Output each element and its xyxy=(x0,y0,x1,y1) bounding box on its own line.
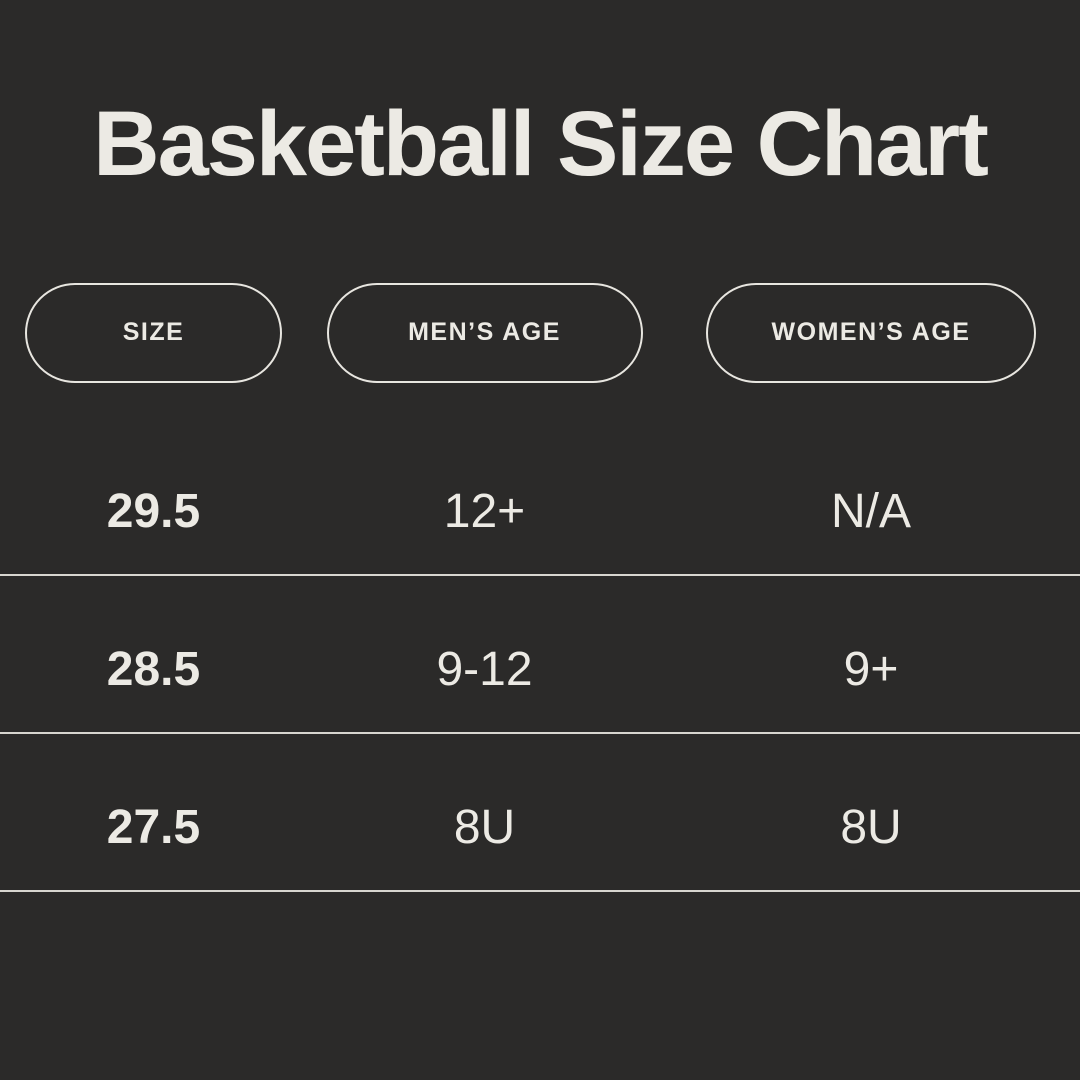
mens-age-value: 9-12 xyxy=(436,643,533,697)
mens-age-value: 12+ xyxy=(443,485,526,539)
womens-age-value: 8U xyxy=(840,801,902,855)
table-row: 28.5 9-12 9+ xyxy=(0,576,1080,734)
table-row: 27.5 8U 8U xyxy=(0,734,1080,892)
size-value: 28.5 xyxy=(106,643,201,697)
mens-age-value: 8U xyxy=(453,801,516,855)
mens-age-header-label: MEN’S AGE xyxy=(408,318,561,347)
womens-age-value: 9+ xyxy=(843,643,899,697)
size-value: 29.5 xyxy=(106,485,201,539)
table-body: 29.5 12+ N/A 28.5 9-12 9+ 27.5 8U 8U xyxy=(0,418,1080,892)
size-header-pill: SIZE xyxy=(25,282,282,383)
size-value: 27.5 xyxy=(106,801,201,855)
size-chart-canvas: Basketball Size Chart SIZE MEN’S AGE WOM… xyxy=(0,96,1080,1080)
mens-age-header-pill: MEN’S AGE xyxy=(326,282,643,383)
size-header-label: SIZE xyxy=(122,318,185,347)
womens-age-header-pill: WOMEN’S AGE xyxy=(706,282,1036,383)
header-cell-size: SIZE xyxy=(0,282,307,383)
header-cell-womens-age: WOMEN’S AGE xyxy=(662,282,1080,383)
womens-age-header-label: WOMEN’S AGE xyxy=(771,318,971,347)
table-row: 29.5 12+ N/A xyxy=(0,418,1080,576)
womens-age-value: N/A xyxy=(830,485,911,539)
table-header-row: SIZE MEN’S AGE WOMEN’S AGE xyxy=(0,282,1080,383)
page-title: Basketball Size Chart xyxy=(93,93,989,195)
header-cell-mens-age: MEN’S AGE xyxy=(307,282,662,383)
